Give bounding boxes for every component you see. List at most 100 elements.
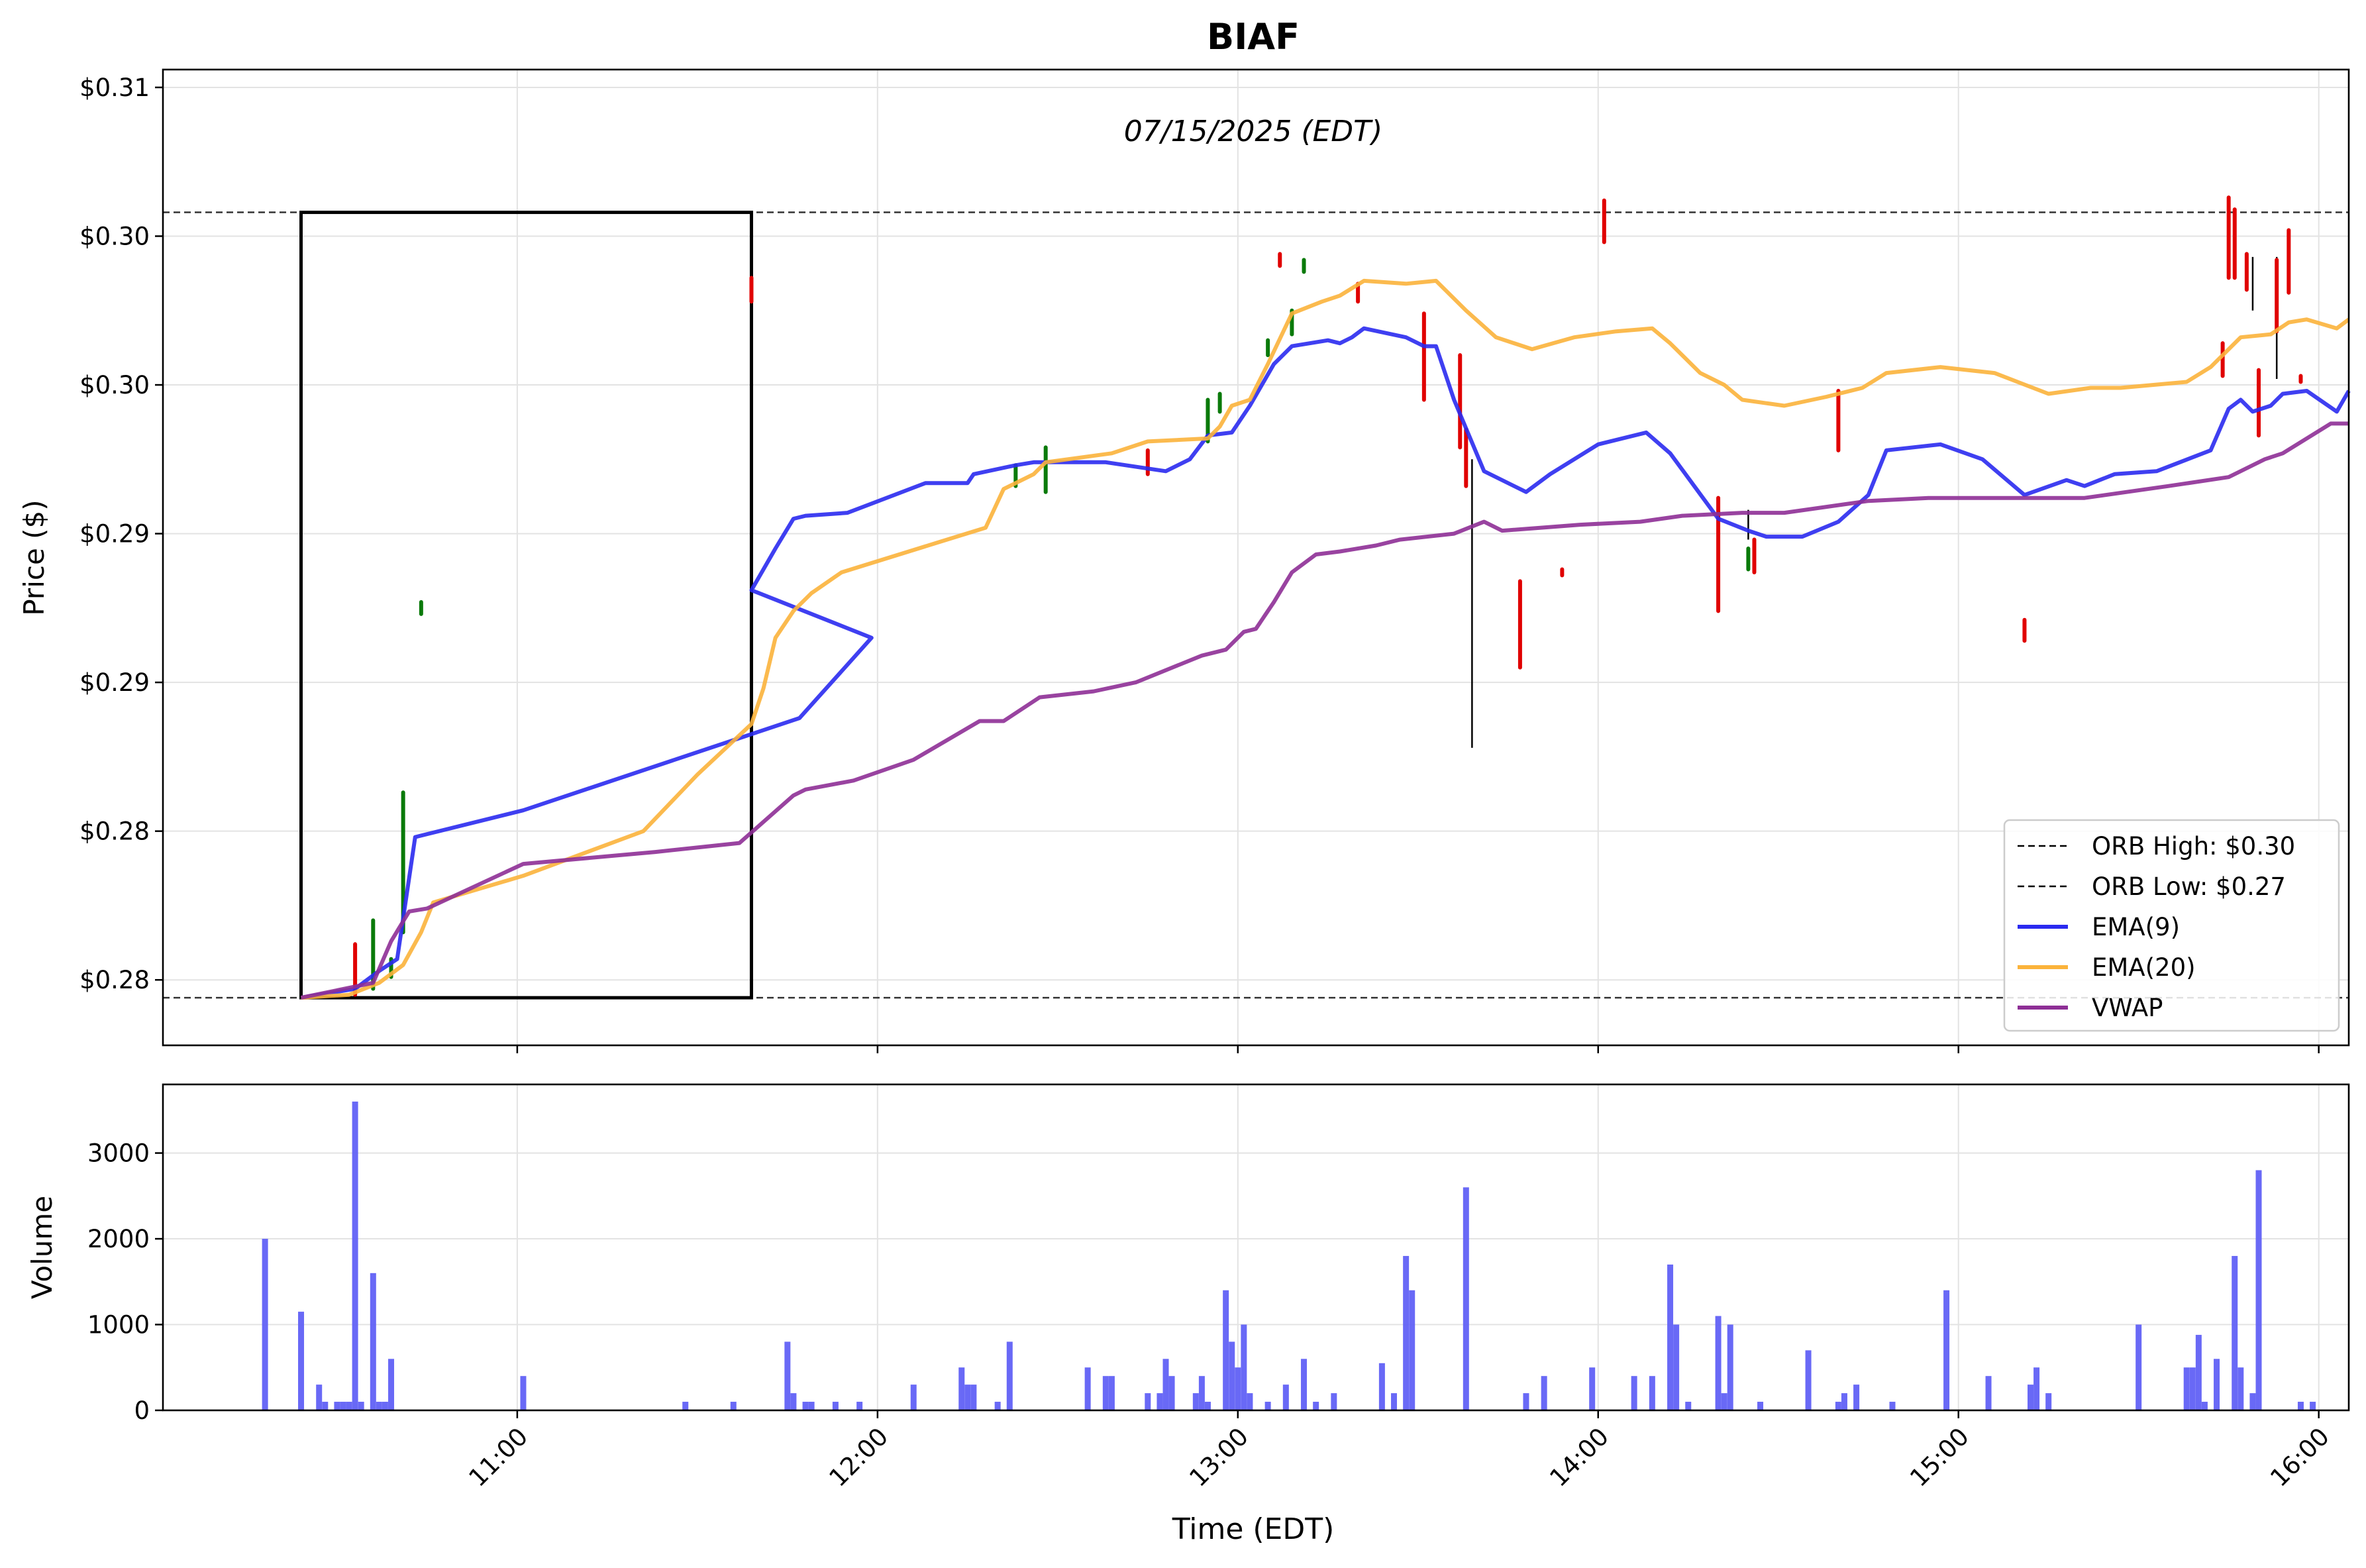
volume-bar xyxy=(730,1402,737,1410)
legend-box xyxy=(2003,819,2340,1032)
volume-bar xyxy=(520,1376,527,1410)
volume-bar xyxy=(910,1385,917,1410)
volume-bar xyxy=(802,1402,809,1410)
volume-bar xyxy=(808,1402,815,1410)
volume-bar xyxy=(352,1101,358,1410)
price-y-tick-label: $0.30 xyxy=(79,371,150,399)
volume-bar xyxy=(1313,1402,1319,1410)
legend: ORB High: $0.30 ORB Low: $0.27 EMA(9) EMA(2… xyxy=(2003,819,2340,1032)
volume-bar xyxy=(2135,1324,2142,1410)
volume-bar xyxy=(790,1393,797,1410)
volume-bar xyxy=(2232,1255,2238,1410)
legend-label: EMA(20) xyxy=(2092,953,2196,982)
series-line-2 xyxy=(300,421,2349,1000)
x-axis-label: Time (EDT) xyxy=(1172,1512,1335,1546)
volume-bar xyxy=(262,1239,268,1410)
volume-y-tick-label: 0 xyxy=(134,1396,150,1425)
price-grid xyxy=(163,70,2349,1045)
volume-bar xyxy=(970,1385,977,1410)
volume-bar xyxy=(1409,1290,1415,1410)
volume-bar xyxy=(2028,1385,2034,1410)
volume-bar xyxy=(1168,1376,1175,1410)
volume-bar xyxy=(2201,1402,2208,1410)
volume-bar xyxy=(856,1402,863,1410)
volume-bar xyxy=(1403,1255,1410,1410)
volume-bar xyxy=(832,1402,839,1410)
price-y-ticks: $0.28 $0.28 $0.29 $0.29 $0.30 $0.30 $0.31 xyxy=(79,74,163,994)
volume-bar xyxy=(1667,1264,1674,1410)
volume-bar xyxy=(1108,1376,1115,1410)
volume-bar xyxy=(1192,1393,1199,1410)
volume-bar xyxy=(964,1385,971,1410)
price-y-axis-label: Price ($) xyxy=(18,499,50,615)
volume-bar xyxy=(1727,1324,1733,1410)
volume-bar xyxy=(1204,1402,1211,1410)
volume-bar xyxy=(1241,1324,1247,1410)
volume-bar xyxy=(1282,1385,1289,1410)
volume-y-tick-label: 1000 xyxy=(87,1311,150,1339)
volume-bar xyxy=(346,1402,352,1410)
volume-bar xyxy=(1463,1187,1469,1410)
volume-bar xyxy=(1685,1402,1692,1410)
volume-bar xyxy=(1589,1367,1596,1410)
chart-title: BIAF xyxy=(1207,16,1300,58)
price-y-tick-label: $0.31 xyxy=(79,74,150,102)
volume-bar xyxy=(2297,1402,2304,1410)
volume-bar xyxy=(2255,1170,2262,1410)
date-annotation: 07/15/2025 (EDT) xyxy=(1124,115,1382,148)
volume-bar xyxy=(1223,1290,1229,1410)
volume-bar xyxy=(370,1273,376,1410)
volume-bar xyxy=(1631,1376,1637,1410)
volume-bar xyxy=(388,1359,395,1410)
volume-bar xyxy=(1523,1393,1529,1410)
volume-bar xyxy=(1805,1350,1812,1410)
legend-label: VWAP xyxy=(2092,994,2163,1022)
legend-label: EMA(9) xyxy=(2092,913,2180,941)
volume-bar xyxy=(2045,1393,2052,1410)
volume-bar xyxy=(1835,1402,1841,1410)
volume-bar xyxy=(1331,1393,1337,1410)
volume-bar xyxy=(2189,1367,2196,1410)
volume-bar xyxy=(784,1341,791,1410)
volume-bar xyxy=(1162,1359,1169,1410)
volume-bars xyxy=(262,1101,2316,1410)
volume-bar xyxy=(340,1402,346,1410)
price-y-tick-label: $0.29 xyxy=(79,668,150,697)
volume-bar xyxy=(1229,1341,1235,1410)
price-panel: $0.28 $0.28 $0.29 $0.29 $0.30 $0.30 $0.31 07/1… xyxy=(18,68,2351,1053)
volume-panel-frame xyxy=(162,1083,2350,1412)
volume-bar xyxy=(1157,1393,1163,1410)
volume-bar xyxy=(682,1402,689,1410)
price-y-tick-label: $0.30 xyxy=(79,222,150,250)
volume-bar xyxy=(358,1402,364,1410)
volume-y-tick-label: 3000 xyxy=(87,1139,150,1168)
volume-bar xyxy=(376,1402,382,1410)
volume-bar xyxy=(1235,1367,1241,1410)
volume-bar xyxy=(2183,1367,2190,1410)
volume-y-ticks: 0 1000 2000 3000 xyxy=(87,1139,163,1425)
volume-bar xyxy=(298,1312,305,1410)
volume-bar xyxy=(1391,1393,1398,1410)
price-x-ticks xyxy=(516,1045,2320,1053)
volume-bar xyxy=(1721,1393,1727,1410)
volume-bar xyxy=(1006,1341,1013,1410)
volume-bar xyxy=(1841,1393,1847,1410)
volume-bar xyxy=(1264,1402,1271,1410)
orb-range xyxy=(163,211,2349,1000)
price-y-tick-label: $0.28 xyxy=(79,966,150,994)
volume-bar xyxy=(958,1367,965,1410)
legend-label: ORB Low: $0.27 xyxy=(2092,872,2286,901)
series-line-0 xyxy=(301,326,2351,1000)
volume-bar xyxy=(2237,1367,2244,1410)
volume-bar xyxy=(1541,1376,1547,1410)
volume-bar xyxy=(1198,1376,1205,1410)
volume-y-axis-label: Volume xyxy=(26,1196,58,1299)
price-lines xyxy=(300,278,2351,1000)
volume-bar xyxy=(382,1402,388,1410)
volume-bar xyxy=(2195,1335,2202,1410)
volume-bar xyxy=(1301,1359,1308,1410)
volume-bar xyxy=(2310,1402,2316,1410)
volume-bar xyxy=(316,1385,323,1410)
